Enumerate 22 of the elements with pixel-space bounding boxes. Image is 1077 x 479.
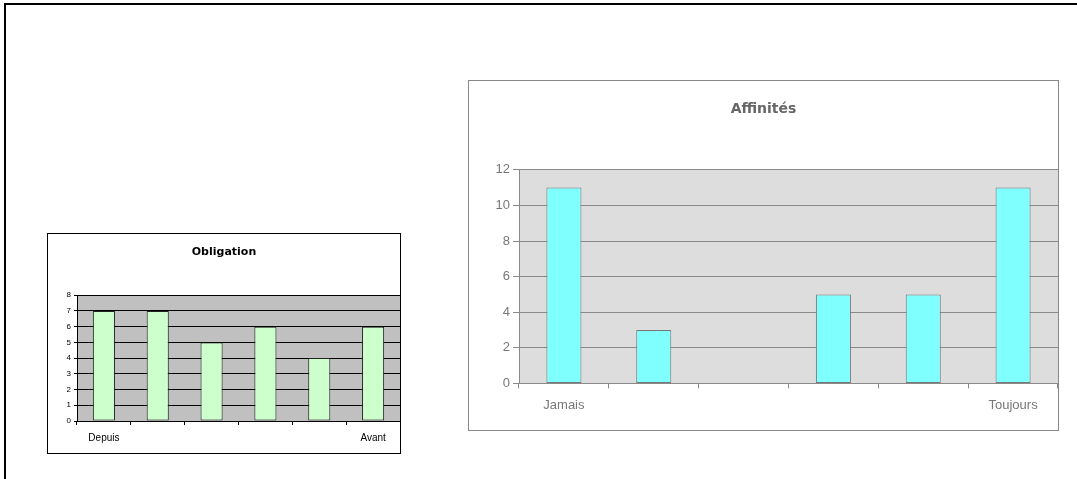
y-tick-label: 2: [502, 339, 510, 355]
x-tick-label: Jamais: [543, 396, 585, 412]
y-tick-label: 8: [502, 232, 510, 248]
y-tick-label: 0: [502, 374, 510, 390]
y-tick-label: 4: [502, 303, 510, 319]
y-tick-label: 8: [66, 290, 72, 300]
y-tick-label: 6: [66, 321, 72, 331]
y-tick-label: 5: [66, 337, 72, 347]
x-tick-label: Avant: [360, 431, 386, 443]
y-tick-label: 10: [495, 196, 510, 212]
y-tick-label: 4: [66, 353, 72, 363]
y-tick-label: 0: [66, 416, 72, 426]
y-tick-label: 6: [502, 268, 510, 284]
x-tick-label: Depuis: [88, 431, 120, 443]
y-tick-label: 12: [495, 161, 510, 177]
chart-title: Obligation: [191, 245, 257, 259]
chart-title: Affinités: [730, 100, 797, 117]
y-tick-label: 2: [66, 384, 72, 394]
y-tick-label: 7: [66, 306, 72, 316]
y-tick-label: 1: [66, 400, 72, 410]
y-tick-label: 3: [66, 369, 72, 379]
x-tick-label: Toujours: [988, 396, 1039, 412]
